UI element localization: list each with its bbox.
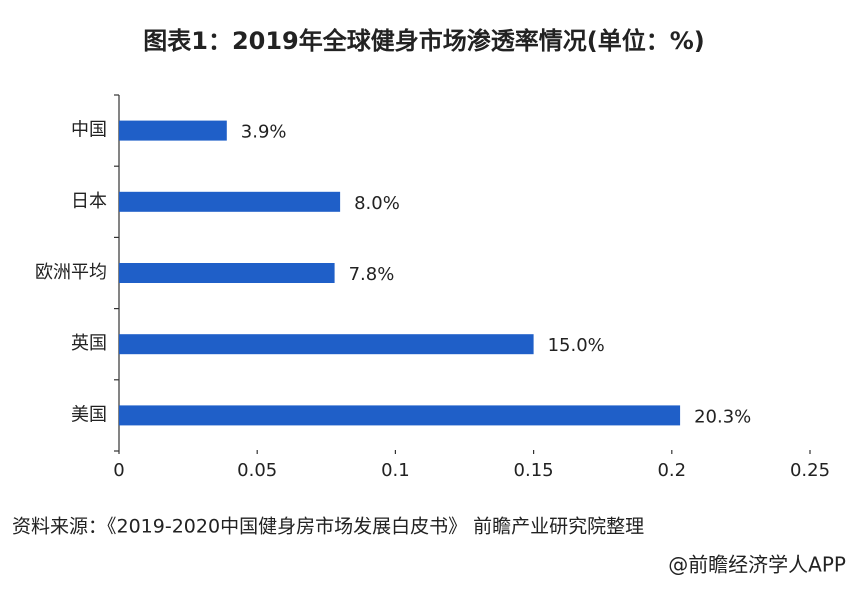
x-tick-label: 0 bbox=[113, 460, 124, 481]
value-label: 3.9% bbox=[241, 122, 287, 143]
y-tick-label: 英国 bbox=[71, 333, 107, 354]
y-tick-label: 中国 bbox=[71, 120, 107, 141]
bar bbox=[119, 405, 681, 426]
y-tick-label: 日本 bbox=[71, 191, 107, 212]
bar bbox=[119, 191, 341, 212]
bar bbox=[119, 263, 335, 283]
bar bbox=[119, 334, 534, 355]
source: 资料来源：《2019-2020中国健身房市场发展白皮书》 前瞻产业研究院整理 bbox=[12, 516, 644, 538]
y-tick-label: 欧洲平均 bbox=[35, 262, 107, 283]
value-label: 8.0% bbox=[354, 193, 400, 214]
value-label: 20.3% bbox=[694, 406, 751, 427]
x-tick-label: 0.1 bbox=[381, 460, 410, 481]
x-tick-label: 0.05 bbox=[237, 460, 277, 481]
chart-title: 图表1：2019年全球健身市场渗透率情况(单位：%) bbox=[143, 27, 704, 55]
x-tick-label: 0.15 bbox=[514, 460, 554, 481]
value-label: 15.0% bbox=[548, 335, 605, 356]
credit: @前瞻经济学人APP bbox=[668, 553, 846, 577]
y-tick-label: 美国 bbox=[71, 404, 107, 425]
bar bbox=[119, 120, 227, 141]
value-label: 7.8% bbox=[349, 264, 395, 285]
x-tick-label: 0.25 bbox=[790, 460, 830, 481]
x-tick-label: 0.2 bbox=[657, 460, 686, 481]
